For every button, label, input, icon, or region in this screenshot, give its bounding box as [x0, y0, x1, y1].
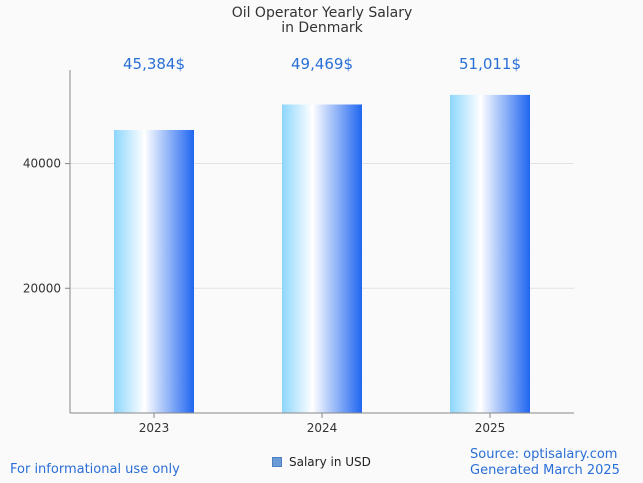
data-label-2024: 49,469$ [291, 55, 353, 73]
y-tick-label: 40000 [23, 157, 61, 171]
generated-date: Generated March 2025 [470, 463, 620, 478]
x-tick-label-2025: 2025 [475, 421, 506, 435]
legend-swatch [272, 457, 282, 467]
y-tick-label: 20000 [23, 281, 61, 295]
bar-2024[interactable] [282, 104, 362, 414]
data-label-2023: 45,384$ [123, 55, 185, 73]
legend-label: Salary in USD [289, 455, 371, 469]
data-label-2025: 51,011$ [459, 55, 521, 73]
x-tick-label-2023: 2023 [139, 421, 170, 435]
legend: Salary in USD [272, 455, 371, 469]
chart-title-line-2: in Denmark [281, 20, 363, 36]
chart-title-line-1: Oil Operator Yearly Salary [232, 5, 413, 21]
bar-2023[interactable] [114, 129, 194, 413]
source-text[interactable]: Source: optisalary.com [470, 447, 618, 462]
source-block: Source: optisalary.com Generated March 2… [470, 447, 620, 479]
disclaimer-text: For informational use only [10, 462, 180, 477]
bar-2025[interactable] [450, 94, 530, 413]
x-tick-label-2024: 2024 [307, 421, 338, 435]
